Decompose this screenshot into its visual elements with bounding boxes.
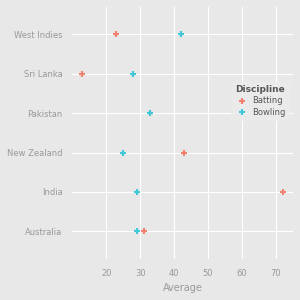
Legend: Batting, Bowling: Batting, Bowling <box>230 82 289 120</box>
X-axis label: Average: Average <box>163 283 203 293</box>
